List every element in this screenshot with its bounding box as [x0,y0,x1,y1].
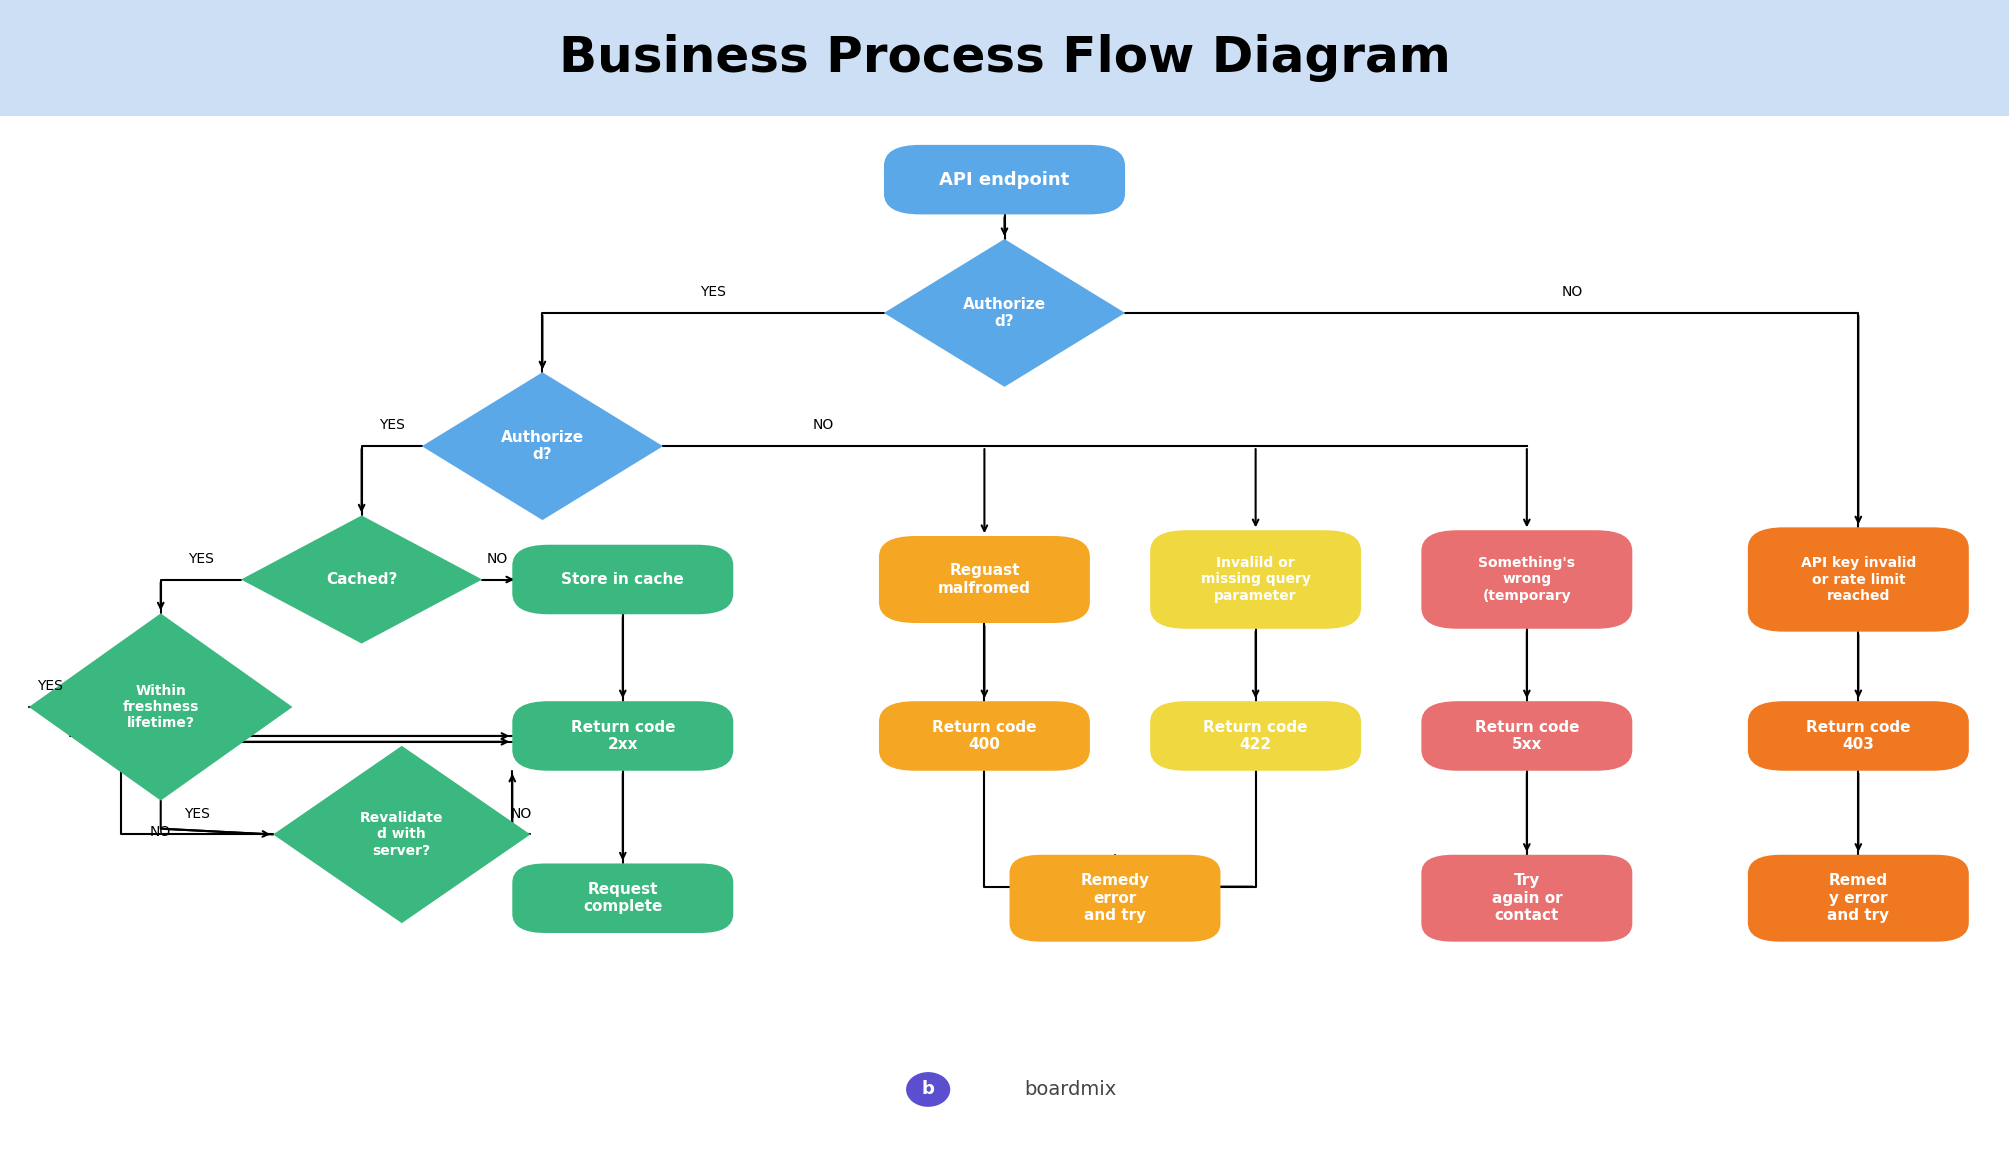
Text: b: b [922,1080,934,1099]
Text: Something's
wrong
(temporary: Something's wrong (temporary [1479,556,1575,603]
Polygon shape [28,613,293,801]
Polygon shape [422,372,663,520]
FancyBboxPatch shape [512,545,733,614]
Text: Revalidate
d with
server?: Revalidate d with server? [360,811,444,858]
Text: NO: NO [510,807,532,821]
Text: YES: YES [36,679,62,693]
Text: NO: NO [151,824,171,839]
Text: YES: YES [185,807,209,821]
Polygon shape [884,239,1125,387]
Text: NO: NO [814,418,834,432]
FancyBboxPatch shape [1149,531,1362,628]
Text: Within
freshness
lifetime?: Within freshness lifetime? [123,684,199,730]
FancyBboxPatch shape [512,701,733,771]
Text: Return code
5xx: Return code 5xx [1475,720,1579,752]
Text: Return code
400: Return code 400 [932,720,1037,752]
Text: Business Process Flow Diagram: Business Process Flow Diagram [559,34,1450,82]
FancyBboxPatch shape [0,116,2009,1159]
FancyBboxPatch shape [880,535,1089,624]
Text: Authorize
d?: Authorize d? [500,430,585,462]
FancyBboxPatch shape [1149,701,1362,771]
Text: API key invalid
or rate limit
reached: API key invalid or rate limit reached [1800,556,1917,603]
Polygon shape [273,746,530,923]
FancyBboxPatch shape [1422,531,1631,628]
Text: Request
complete: Request complete [583,882,663,914]
Text: Store in cache: Store in cache [561,573,685,586]
FancyBboxPatch shape [1011,855,1219,941]
FancyBboxPatch shape [1748,855,1969,941]
Text: Try
again or
contact: Try again or contact [1491,874,1563,923]
Text: boardmix: boardmix [1025,1080,1117,1099]
Text: Return code
403: Return code 403 [1806,720,1911,752]
Text: YES: YES [189,552,213,566]
FancyBboxPatch shape [884,145,1125,214]
Polygon shape [241,516,482,643]
Text: NO: NO [486,552,508,566]
Text: NO: NO [1561,285,1583,299]
Text: API endpoint: API endpoint [940,170,1069,189]
Text: Cached?: Cached? [325,573,398,586]
FancyBboxPatch shape [880,701,1089,771]
FancyBboxPatch shape [1422,855,1631,941]
FancyBboxPatch shape [512,863,733,933]
Text: YES: YES [701,285,725,299]
Text: Remedy
error
and try: Remedy error and try [1081,874,1149,923]
Text: YES: YES [380,418,404,432]
FancyBboxPatch shape [1422,701,1631,771]
Text: Authorize
d?: Authorize d? [962,297,1047,329]
FancyBboxPatch shape [1748,527,1969,632]
Text: Remed
y error
and try: Remed y error and try [1828,874,1888,923]
Text: Return code
2xx: Return code 2xx [571,720,675,752]
FancyBboxPatch shape [0,0,2009,116]
Text: Invalild or
missing query
parameter: Invalild or missing query parameter [1201,556,1310,603]
FancyBboxPatch shape [1748,701,1969,771]
Text: Return code
422: Return code 422 [1203,720,1308,752]
Ellipse shape [906,1072,950,1107]
Text: Reguast
malfromed: Reguast malfromed [938,563,1031,596]
